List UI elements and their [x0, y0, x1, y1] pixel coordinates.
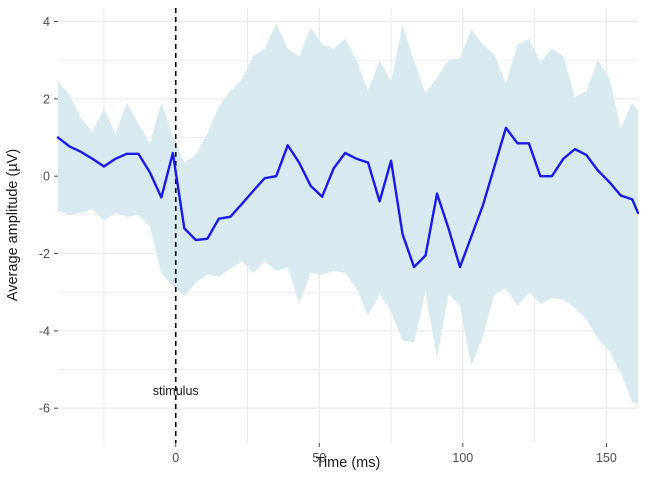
y-tick-label: 2: [43, 92, 50, 106]
y-axis-title: Average amplitude (µV): [5, 149, 21, 301]
y-axis-ticks: [54, 21, 58, 409]
x-tick-label: 100: [452, 451, 473, 465]
y-axis-tick-labels: -6 -4 -2 0 2 4: [39, 15, 50, 416]
y-tick-label: 4: [43, 15, 50, 29]
y-tick-label: -6: [39, 402, 50, 416]
x-axis-tick-labels: 0 50 100 150: [172, 451, 617, 465]
x-axis-title: Time (ms): [316, 455, 381, 471]
x-tick-label: 0: [172, 451, 179, 465]
x-axis-ticks: [175, 443, 607, 447]
stimulus-annotation-label: stimulus: [153, 384, 199, 398]
x-tick-label: 150: [596, 451, 617, 465]
y-tick-label: -2: [39, 247, 50, 261]
x-tick-label: 50: [312, 451, 326, 465]
y-tick-label: 0: [43, 170, 50, 184]
y-tick-label: -4: [39, 324, 50, 338]
mean-amplitude-line: [56, 126, 640, 269]
confidence-ribbon: [58, 23, 638, 405]
